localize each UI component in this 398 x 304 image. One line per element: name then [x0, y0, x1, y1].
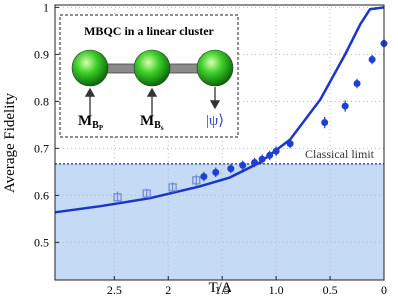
data-point: [321, 119, 329, 127]
x-tick-label: 0: [381, 283, 387, 297]
data-point: [341, 102, 349, 110]
y-tick-label: 0.6: [34, 188, 49, 202]
data-point: [227, 165, 235, 173]
data-point: [113, 193, 122, 202]
inset-title: MBQC in a linear cluster: [84, 24, 214, 38]
data-point: [212, 168, 220, 176]
y-axis-label: Average Fidelity: [2, 92, 18, 193]
x-tick-label: 2: [165, 283, 171, 297]
data-point: [286, 140, 294, 148]
data-point: [168, 183, 177, 192]
data-point: [353, 80, 361, 88]
x-tick-label: 0.5: [323, 283, 338, 297]
data-point: [239, 161, 247, 169]
y-tick-label: 1: [43, 0, 49, 14]
classical-limit-label: Classical limit: [305, 147, 375, 161]
x-tick-label: 1.0: [269, 283, 284, 297]
data-point: [200, 173, 208, 181]
x-axis-label: T/Δ: [209, 280, 232, 296]
data-point: [258, 155, 266, 163]
x-tick-label: 1.5: [215, 283, 230, 297]
inset-label: MBs: [140, 113, 164, 132]
classical-region: [55, 163, 384, 280]
plot-frame: [54, 4, 385, 281]
inset-label: |ψ⟩: [206, 113, 224, 129]
y-tick-label: 0.7: [34, 141, 49, 155]
qubit: [133, 49, 171, 87]
data-point: [192, 176, 201, 185]
data-point: [142, 189, 151, 198]
qubit: [196, 49, 234, 87]
inset-label: MBP: [78, 113, 104, 132]
x-tick-label: 2.5: [107, 283, 122, 297]
data-point: [251, 158, 259, 166]
data-point: [266, 151, 274, 159]
data-point: [368, 56, 376, 64]
y-tick-label: 0.9: [34, 47, 49, 61]
y-tick-label: 0.5: [34, 235, 49, 249]
inset: MBQC in a linear cluster MBP MBs |ψ⟩: [59, 14, 239, 138]
data-point: [272, 147, 280, 155]
y-tick-label: 0.8: [34, 94, 49, 108]
qubit: [71, 49, 109, 87]
